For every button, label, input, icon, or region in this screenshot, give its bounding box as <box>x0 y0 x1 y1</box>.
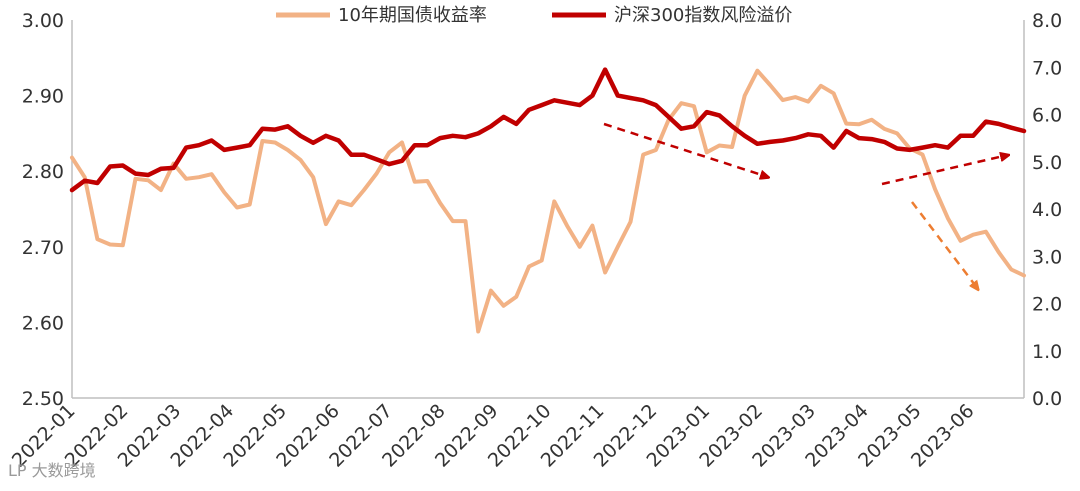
y-right-tick-label: 2.0 <box>1032 294 1062 316</box>
series-line-risk-premium <box>69 67 1027 193</box>
legend-label-risk-premium: 沪深300指数风险溢价 <box>614 5 792 26</box>
series-layer <box>69 67 1027 334</box>
y-right-tick-label: 0.0 <box>1032 388 1062 410</box>
x-axis-ticks: 2022-012022-022022-032022-042022-052022-… <box>8 400 979 472</box>
y-right-tick-label: 6.0 <box>1032 105 1062 127</box>
y-left-tick-label: 2.60 <box>22 312 64 334</box>
y-right-tick-label: 4.0 <box>1032 199 1062 221</box>
y-right-tick-label: 7.0 <box>1032 57 1062 79</box>
y-axis-left-ticks: 2.50 2.60 2.70 2.80 2.90 3.00 <box>22 10 64 410</box>
y-right-tick-label: 1.0 <box>1032 341 1062 363</box>
y-left-tick-label: 3.00 <box>22 10 64 32</box>
y-left-tick-label: 2.50 <box>22 388 64 410</box>
legend-label-bond-yield: 10年期国债收益率 <box>338 5 487 26</box>
watermark: LP 大数跨境 <box>8 461 96 480</box>
legend: 10年期国债收益率 沪深300指数风险溢价 <box>276 5 792 26</box>
trend-arrow-down-right-red <box>603 122 768 177</box>
y-axis-right-ticks: 0.0 1.0 2.0 3.0 4.0 5.0 6.0 7.0 8.0 <box>1032 10 1062 410</box>
trend-arrow-down-right-orange <box>911 201 978 289</box>
y-left-tick-label: 2.90 <box>22 86 64 108</box>
y-left-tick-label: 2.70 <box>22 237 64 259</box>
y-right-tick-label: 8.0 <box>1032 10 1062 32</box>
trend-arrow-up-right-red <box>881 155 1008 186</box>
series-line-bond-yield <box>70 68 1026 334</box>
y-right-tick-label: 3.0 <box>1032 246 1062 268</box>
y-right-tick-label: 5.0 <box>1032 152 1062 174</box>
y-left-tick-label: 2.80 <box>22 161 64 183</box>
